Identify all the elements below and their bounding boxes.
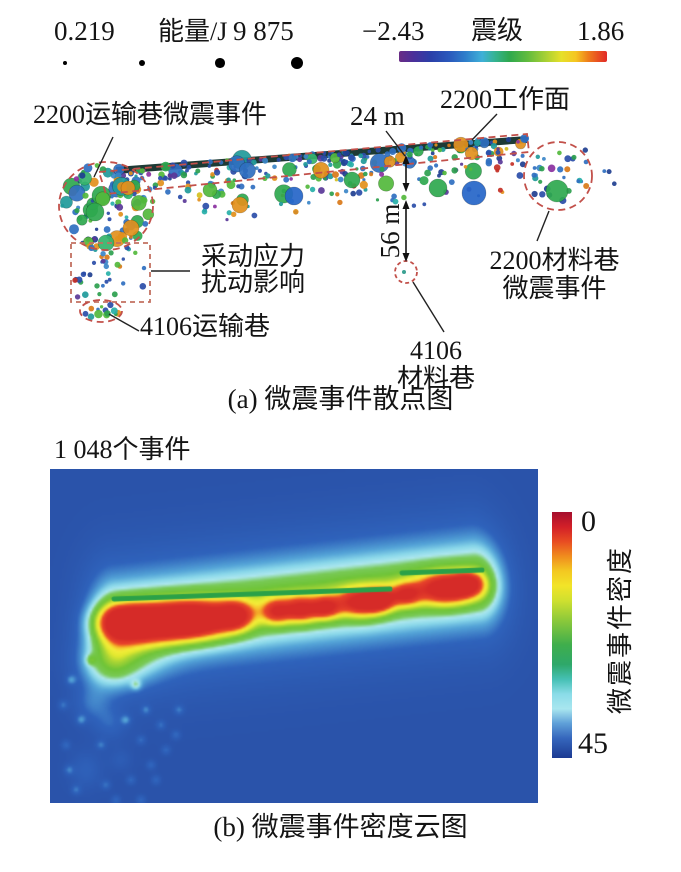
dimension-arrow-56m <box>402 200 410 262</box>
magnitude-legend-min-label: −2.43 <box>362 16 425 46</box>
label-stress-line2: 扰动影响 <box>200 268 305 297</box>
magnitude-colorbar <box>399 51 607 62</box>
density-colorbar-bottom-label: 45 <box>578 727 608 760</box>
energy-marker-dot <box>290 56 304 70</box>
label-roadway-4106-material-line2: 材料巷 <box>396 364 475 393</box>
label-24m: 24 m <box>350 101 405 131</box>
label-material-events-line2: 微震事件 <box>502 274 607 303</box>
magnitude-legend-title: 震级 <box>471 16 524 45</box>
density-colorbar-top-label: 0 <box>581 505 596 538</box>
label-transport-roadway-events: 2200运输巷微震事件 <box>33 100 268 129</box>
label-material-events-line1: 2200材料巷 <box>489 246 620 275</box>
caption-panel-a: (a) 微震事件散点图 <box>227 384 454 414</box>
energy-marker-dot <box>62 60 68 66</box>
label-stress-line1: 采动应力 <box>200 242 305 271</box>
leader-lines <box>93 113 550 333</box>
energy-marker-dot <box>215 58 225 68</box>
caption-panel-b: (b) 微震事件密度云图 <box>213 812 468 842</box>
density-heatmap <box>50 469 538 803</box>
working-face-dashed-strip <box>97 133 530 195</box>
dashed-outlines <box>58 133 593 323</box>
density-colorbar <box>552 512 572 758</box>
magnitude-legend-max-label: 1.86 <box>577 16 625 46</box>
density-axis-title: 微震事件密度 <box>606 545 635 714</box>
energy-legend-title: 能量/J <box>158 17 228 46</box>
label-56m: 56 m <box>375 203 405 259</box>
label-working-face: 2200工作面 <box>440 85 571 114</box>
scatter-plot <box>58 113 617 333</box>
right-cluster-dashed-circle <box>523 141 593 211</box>
event-count-label: 1 048个事件 <box>54 435 191 464</box>
left-cluster-dashed-ellipse <box>58 161 154 251</box>
energy-legend-min-label: 0.219 <box>54 16 115 46</box>
energy-size-markers <box>0 0 681 80</box>
label-roadway-4106-transport: 4106运输巷 <box>140 312 271 341</box>
stress-disturbance-dashed-box <box>70 242 151 303</box>
dimension-arrow-24m <box>402 155 410 192</box>
energy-legend-max-label: 9 875 <box>233 16 294 46</box>
roadway-4106-dashed-ellipse <box>79 299 123 323</box>
energy-marker-dot <box>138 59 146 67</box>
label-roadway-4106-material-line1: 4106 <box>410 336 462 365</box>
